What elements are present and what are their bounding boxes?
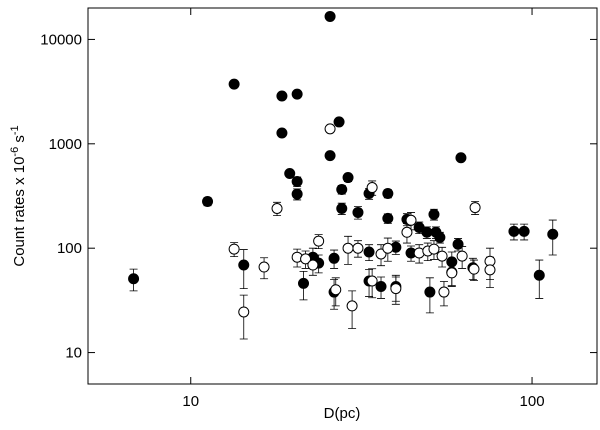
open-point [258,261,270,273]
open-point [228,243,240,255]
filled-point [428,208,440,220]
filled-point [421,226,433,238]
filled-point [382,188,394,200]
filled-point [382,212,394,224]
open-point [390,283,402,295]
filled-point [324,10,336,22]
filled-point [324,150,336,162]
filled-point [547,228,559,240]
y-tick-label: 100 [57,240,82,257]
filled-point [508,225,520,237]
filled-point [276,127,288,139]
filled-point [342,172,354,184]
y-axis-label-part: -1 [9,125,21,135]
open-point [366,275,378,287]
open-point [313,235,325,247]
filled-point [291,188,303,200]
filled-point [228,78,240,90]
filled-point [413,221,425,233]
open-point [352,242,364,254]
open-point [324,123,336,135]
open-point [382,242,394,254]
open-point [438,286,450,298]
y-tick-label: 10000 [40,31,82,48]
filled-point [291,88,303,100]
open-point [484,264,496,276]
x-axis-label: D(pc) [324,405,361,422]
y-axis-label-part: Count rates x 10 [11,157,28,267]
open-point [346,300,358,312]
open-point [238,306,250,318]
filled-point [298,277,310,289]
filled-point [452,238,464,250]
plot-frame [87,7,598,385]
y-axis-label: Count rates x 10-6 s-1 [9,125,28,266]
filled-point [518,225,530,237]
filled-point [238,259,250,271]
open-point [401,226,413,238]
filled-point [202,196,214,208]
filled-point [455,152,467,164]
open-point [468,263,480,275]
filled-point [375,280,387,292]
filled-point [336,203,348,215]
open-point [469,202,481,214]
filled-point [363,246,375,258]
open-point [271,203,283,215]
filled-point [328,252,340,264]
filled-point [336,183,348,195]
x-tick-label: 10 [182,393,199,410]
filled-point [424,286,436,298]
y-axis-label-part: -6 [9,147,21,157]
filled-point [284,167,296,179]
open-point [366,182,378,194]
open-point [342,242,354,254]
y-tick-label: 1000 [49,136,82,153]
open-point [330,284,342,296]
y-axis-label-part: s [11,135,28,147]
filled-point [352,206,364,218]
open-point [446,267,458,279]
filled-point [276,90,288,102]
open-point [456,250,468,262]
filled-point [291,176,303,188]
open-point [300,253,312,265]
x-tick-label: 100 [520,393,545,410]
filled-point [128,273,140,285]
open-point [436,250,448,262]
y-tick-label: 10 [65,345,82,362]
open-point [307,259,319,271]
open-point [428,243,440,255]
filled-point [333,116,345,128]
open-point [405,214,417,226]
filled-point [434,231,446,243]
filled-point [533,269,545,281]
